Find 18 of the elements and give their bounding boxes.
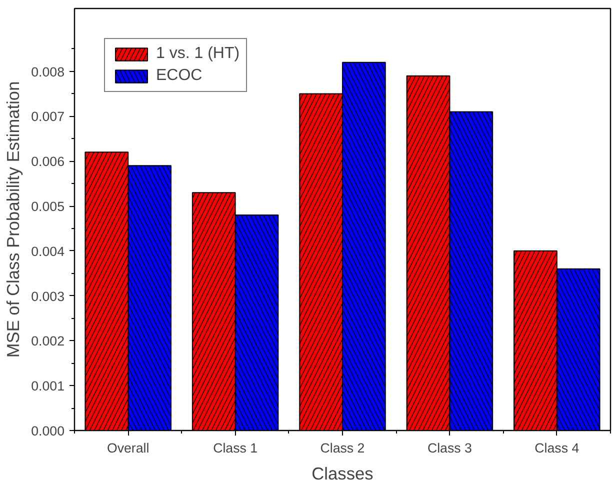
y-tick-label: 0.004	[31, 244, 66, 259]
x-axis-title: Classes	[312, 464, 374, 484]
y-tick-label: 0.008	[31, 64, 65, 80]
y-tick-label: 0.005	[31, 199, 65, 214]
x-tick-label: Class 3	[427, 440, 472, 456]
y-tick-label: 0.000	[31, 424, 65, 438]
y-tick-label: 0.001	[31, 378, 65, 394]
x-tick-label: Overall	[106, 440, 150, 456]
y-tick-label: 0.003	[31, 288, 65, 304]
y-tick-label: 0.007	[31, 109, 65, 124]
legend-label: ECOC	[156, 67, 202, 85]
legend-label: 1 vs. 1 (HT)	[156, 45, 240, 63]
y-tick-label: 0.002	[31, 334, 65, 349]
x-tick-label: Class 4	[534, 440, 580, 456]
y-axis-title: MSE of Class Probability Estimation	[3, 81, 24, 358]
x-tick-label: Class 1	[213, 440, 258, 456]
y-tick-label: 0.006	[31, 154, 65, 170]
x-tick-label: Class 2	[320, 440, 365, 456]
